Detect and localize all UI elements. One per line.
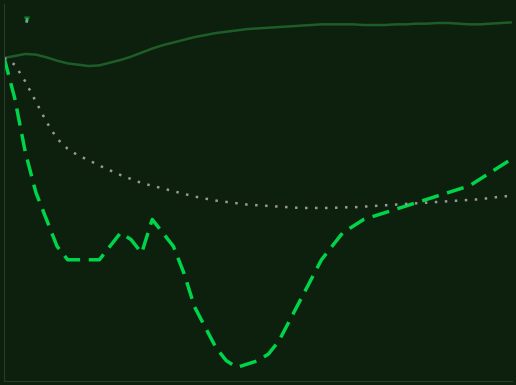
Legend: , , : , ,: [25, 16, 28, 21]
